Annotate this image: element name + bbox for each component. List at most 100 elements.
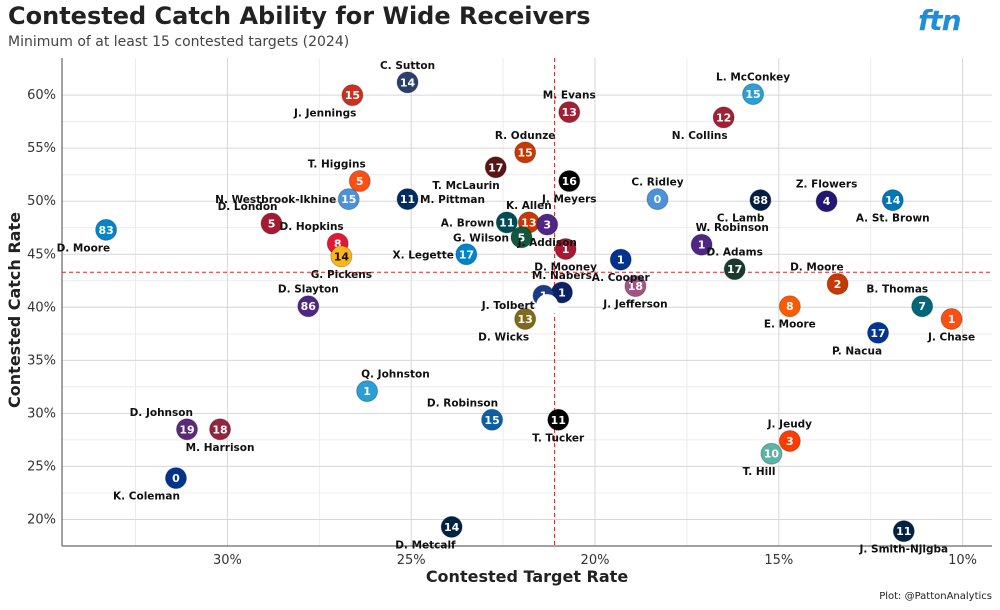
x-tick-label: 30% [213, 553, 242, 568]
player-marker [646, 188, 669, 211]
player-name-label: J. Tolbert [481, 300, 535, 312]
player-name-label: E. Moore [764, 319, 816, 331]
player-name-label: M. Harrison [186, 442, 255, 454]
player-name-label: J. Jennings [293, 108, 356, 120]
player-jersey-number: 1 [562, 243, 570, 256]
y-tick-label: 40% [27, 300, 56, 315]
player-name-label: G. Wilson [453, 232, 509, 244]
player-marker [867, 321, 890, 344]
x-tick-label: 10% [948, 553, 977, 568]
y-tick-label: 50% [27, 194, 56, 209]
ftn-logo: ftn [918, 4, 961, 37]
player-jersey-number: 8 [334, 238, 342, 251]
player-marker [536, 294, 559, 317]
player-marker [815, 190, 838, 213]
player-jersey-number: 19 [179, 423, 194, 436]
player-marker [826, 272, 849, 295]
player-name-label: C. Ridley [631, 177, 683, 189]
player-jersey-number: 1 [617, 254, 625, 267]
player-marker [554, 237, 577, 260]
player-name-label: M. Evans [543, 90, 596, 102]
player-jersey-number: 1 [698, 239, 706, 252]
player-marker [348, 170, 371, 193]
player-name-label: D. Adams [707, 247, 763, 259]
chart-title: Contested Catch Ability for Wide Receive… [8, 2, 591, 30]
player-jersey-number: 88 [753, 194, 768, 207]
player-name-label: B. Thomas [866, 284, 928, 296]
player-jersey-number: 15 [484, 414, 499, 427]
player-name-label: J. Jeudy [767, 418, 813, 430]
player-marker [749, 189, 772, 212]
player-name-label: D. Hopkins [280, 221, 344, 233]
player-marker [514, 307, 537, 330]
player-name-label: G. Pickens [311, 269, 372, 281]
player-jersey-number: 0 [172, 472, 180, 485]
player-jersey-number: 5 [518, 231, 526, 244]
player-jersey-number: 17 [870, 327, 885, 340]
player-marker [510, 226, 533, 249]
player-name-label: A. Cooper [592, 272, 651, 284]
player-jersey-number: 4 [823, 195, 831, 208]
player-jersey-number: 14 [400, 76, 416, 89]
player-name-label: J. Smith-Njigba [858, 544, 948, 556]
player-name-label: M. Pittman [420, 194, 485, 206]
player-name-label: W. Robinson [696, 222, 769, 234]
player-name-label: D. Slayton [278, 284, 339, 296]
x-tick-label: 20% [581, 553, 610, 568]
player-jersey-number: 13 [518, 313, 533, 326]
player-marker [396, 188, 419, 211]
player-name-label: M. Nabers [532, 270, 592, 282]
player-marker [484, 156, 507, 179]
player-jersey-number: 15 [345, 89, 360, 102]
player-name-label: N. Collins [672, 130, 728, 142]
player-marker [260, 212, 283, 235]
player-jersey-number: 15 [341, 193, 356, 206]
player-name-label: Q. Johnston [361, 369, 430, 381]
player-name-label: K. Coleman [113, 491, 180, 503]
player-jersey-number: 18 [212, 423, 227, 436]
player-name-label: K. Allen [506, 200, 552, 212]
player-jersey-number: 11 [499, 216, 514, 229]
player-jersey-number: 5 [356, 175, 364, 188]
player-jersey-number: 0 [654, 193, 662, 206]
player-jersey-number: 15 [518, 146, 533, 159]
plot-credit: Plot: @PattonAnalytics [879, 591, 992, 602]
player-marker [455, 243, 478, 266]
y-tick-label: 35% [27, 353, 56, 368]
player-name-label: N. Westbrook-Ikhine [215, 194, 336, 206]
player-jersey-number: 14 [334, 250, 350, 263]
player-name-label: T. Hill [743, 466, 776, 478]
player-marker [297, 295, 320, 318]
player-marker [690, 233, 713, 256]
x-tick-label: 15% [764, 553, 793, 568]
player-marker [495, 211, 518, 234]
player-marker [95, 218, 118, 241]
player-marker [337, 188, 360, 211]
y-tick-label: 25% [27, 459, 56, 474]
player-marker [558, 170, 581, 193]
y-tick-label: 20% [27, 512, 56, 527]
reference-lines [62, 58, 992, 546]
player-name-label: D. Wicks [478, 331, 529, 343]
player-name-label: P. Nacua [832, 345, 882, 357]
player-jersey-number: 17 [488, 161, 503, 174]
player-name-label: C. Sutton [380, 60, 435, 72]
player-jersey-number: 14 [444, 521, 460, 534]
y-axis-title: Contested Catch Rate [5, 212, 24, 408]
player-marker [778, 295, 801, 318]
player-name-label: T. McLaurin [432, 180, 499, 192]
x-axis-title: Contested Target Rate [426, 567, 629, 586]
player-jersey-number: 14 [885, 194, 901, 207]
player-name-label: Z. Flowers [796, 179, 858, 191]
player-name-label: C. Lamb [717, 213, 765, 225]
player-marker [940, 307, 963, 330]
player-marker [760, 442, 783, 465]
player-name-label: D. Metcalf [395, 539, 456, 551]
player-jersey-number: 11 [551, 414, 566, 427]
player-name-label: J. Meyers [541, 194, 597, 206]
player-marker [892, 520, 915, 543]
player-jersey-number: 12 [716, 111, 731, 124]
player-name-label: X. Legette [392, 249, 453, 261]
